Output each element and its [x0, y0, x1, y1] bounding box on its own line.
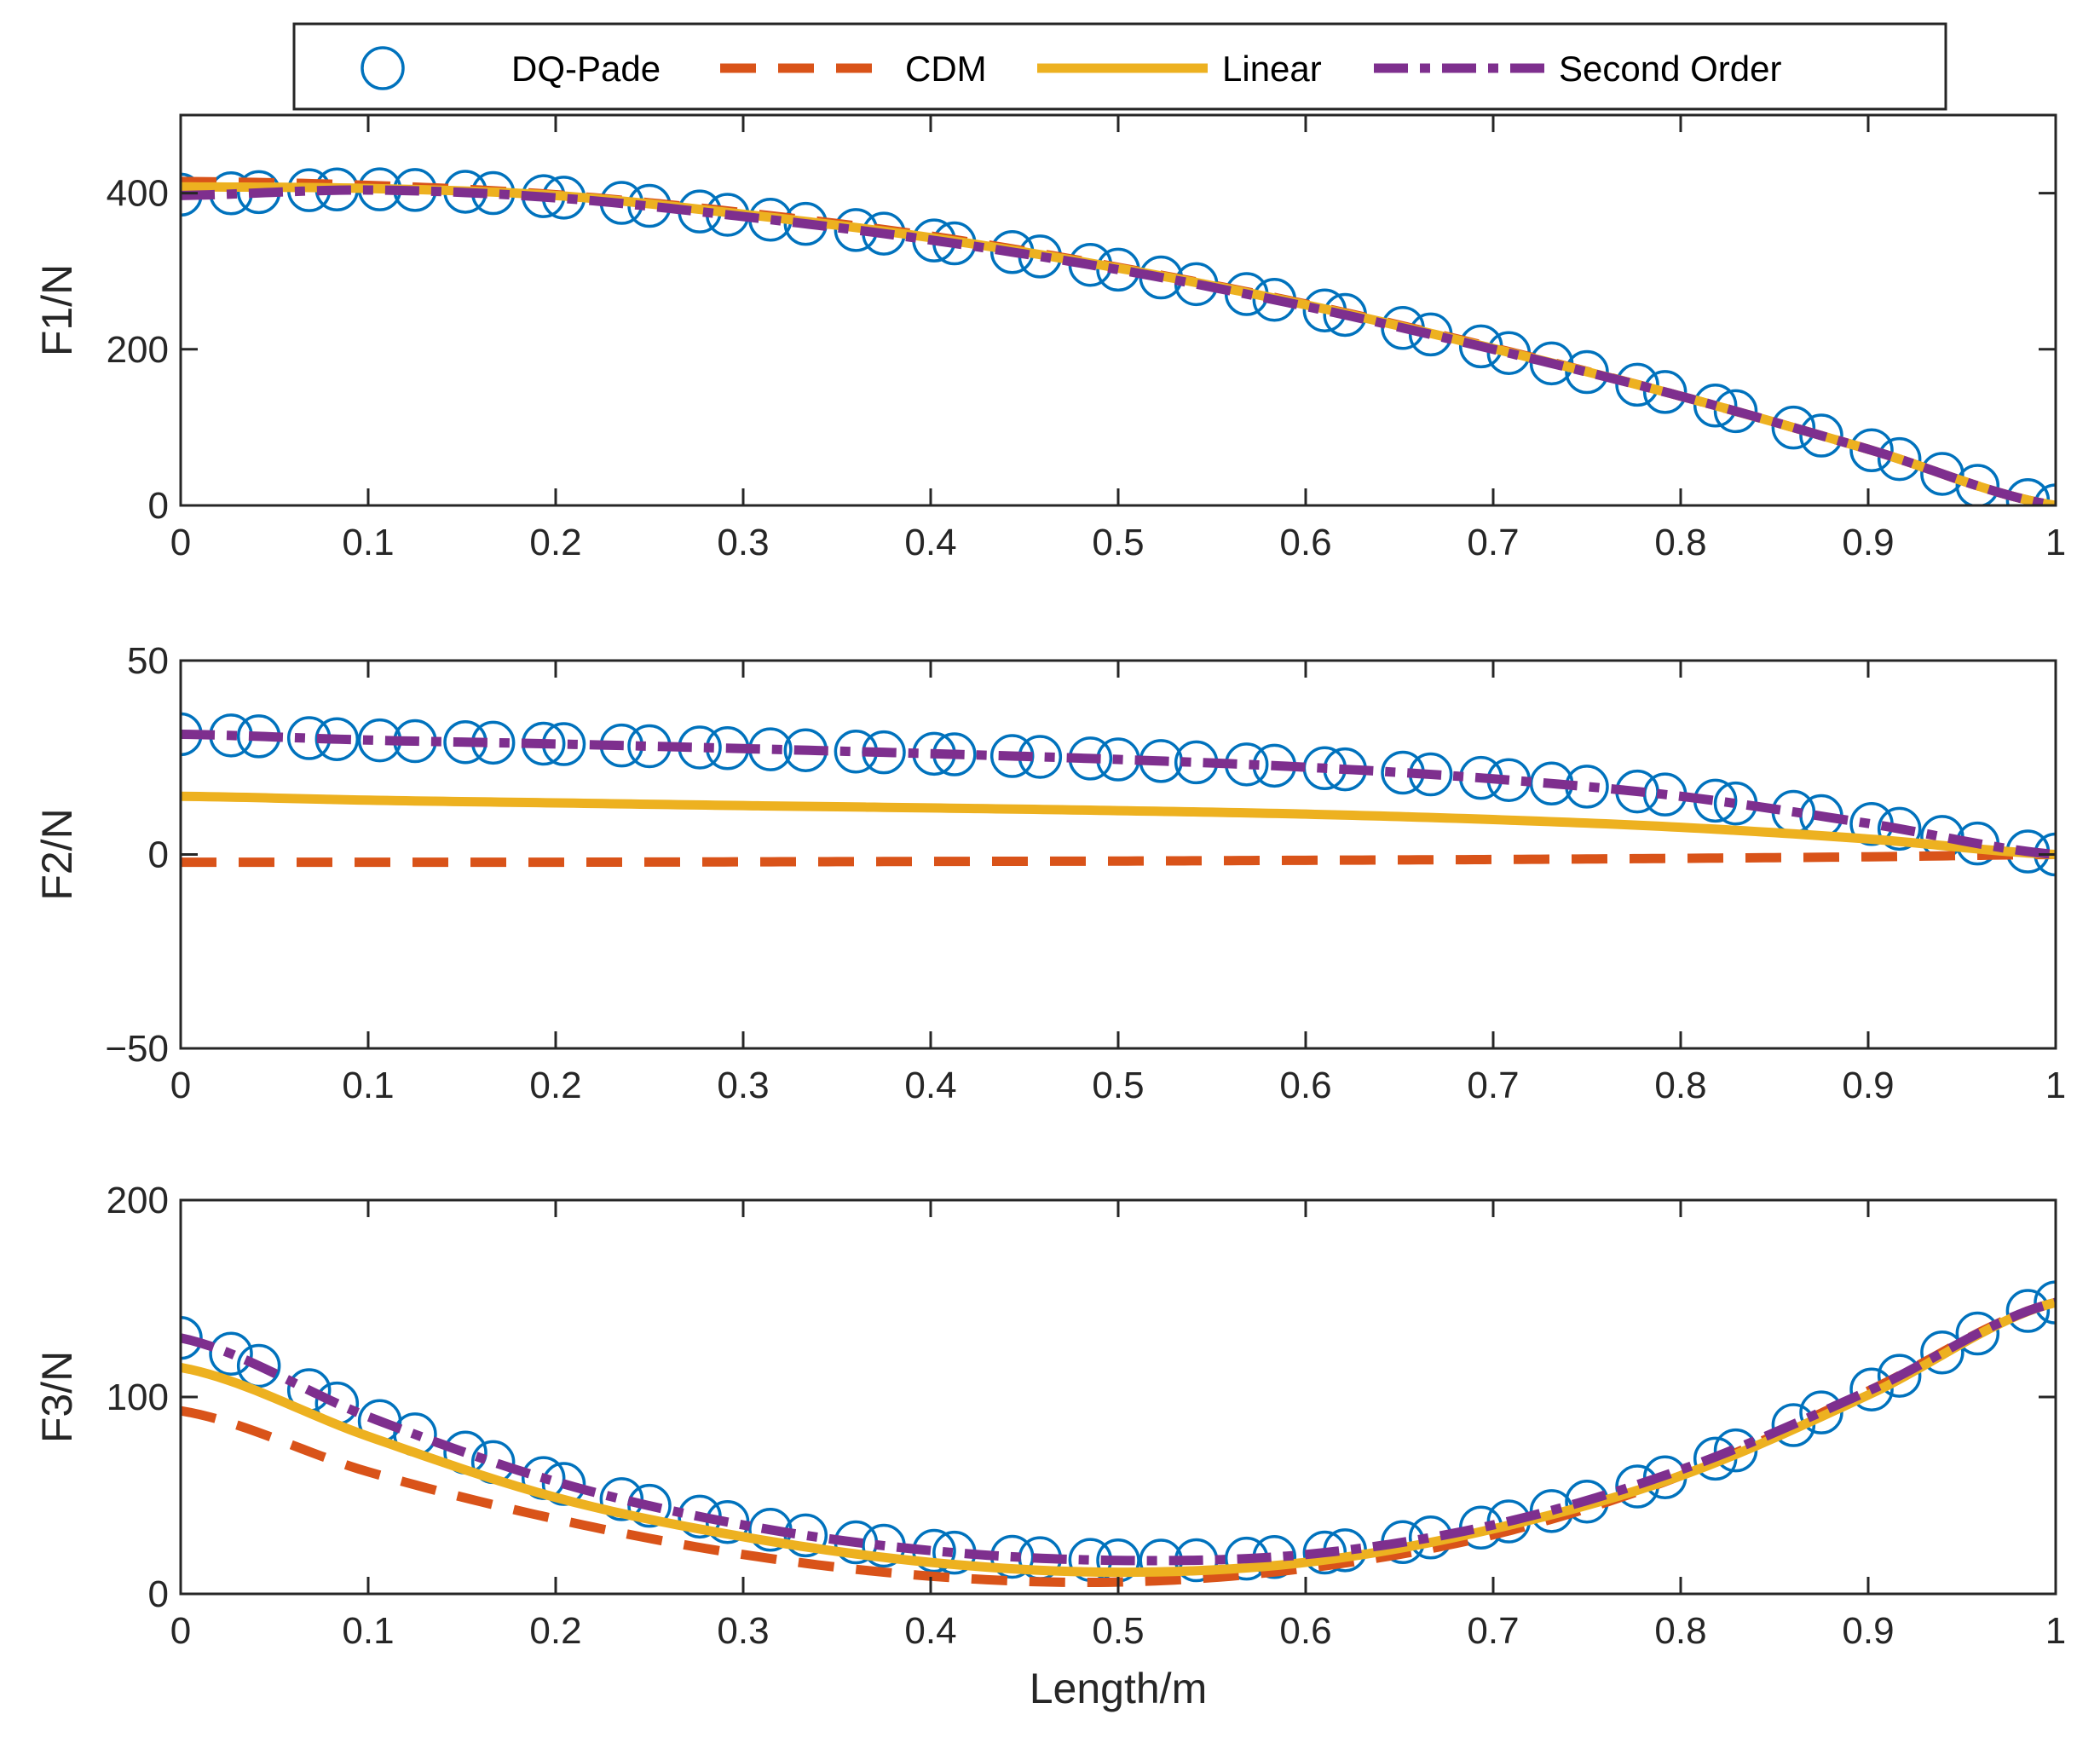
dq-pade-marker [1799, 1390, 1843, 1434]
legend-label-second-order: Second Order [1559, 49, 1781, 89]
y-tick-label: −50 [105, 1028, 169, 1070]
panel-3: 0 0.1 0.2 0.3 0.4 0.5 0.6 0.7 0.8 0.9 1 0 100 200 F3/N… [33, 1180, 2066, 1712]
y-tick-label: 50 [127, 640, 169, 682]
x-tick-label: 0.2 [529, 1610, 581, 1652]
second-order-line [181, 1297, 2056, 1566]
dq-pade-marker [989, 734, 1035, 778]
x-tick-label: 0.4 [904, 1065, 956, 1106]
x-tick-label: 0.3 [717, 1065, 769, 1106]
x-tick-label: 0.5 [1092, 1065, 1144, 1106]
plot-area [181, 1200, 2056, 1594]
x-tick-label: 0.8 [1654, 1610, 1706, 1652]
y-tick-label: 0 [148, 485, 169, 527]
x-tick-label: 0.1 [342, 522, 394, 563]
dq-pade-marker [1920, 1331, 1964, 1375]
y-tick-label: 400 [107, 173, 169, 215]
y-tick-label: 100 [107, 1377, 169, 1418]
plot-area [181, 661, 2056, 1048]
plot-area [181, 115, 2056, 505]
plot-marks [181, 167, 2056, 505]
dq-pade-marker [541, 1462, 586, 1506]
dq-pade-marker [1713, 389, 1758, 434]
x-tick-label: 1 [2045, 522, 2066, 563]
dq-pade-marker [1849, 428, 1894, 472]
dq-pade-marker [1771, 405, 1816, 450]
legend: DQ-Pade CDM Linear Second Order [292, 22, 1947, 111]
x-tick-label: 0.6 [1279, 522, 1331, 563]
x-tick-label: 0.1 [342, 1610, 394, 1652]
x-tick-label: 0.2 [529, 522, 581, 563]
dq-pade-marker [2005, 1289, 2051, 1333]
y-axis-label: F1/N [33, 264, 81, 356]
x-tick-label: 0 [170, 522, 191, 563]
x-axis-label: Length/m [1030, 1665, 1207, 1712]
x-tick-label: 0.2 [529, 1065, 581, 1106]
dq-pade-marker [1877, 436, 1922, 482]
linear-line [181, 1297, 2056, 1578]
x-tick-label: 0.3 [717, 1610, 769, 1652]
y-axis-label: F3/N [33, 1351, 81, 1443]
y-axis-label: F2/N [33, 808, 81, 900]
dq-pade-marker [236, 1343, 281, 1388]
x-tick-label: 0 [170, 1065, 191, 1106]
x-tick-label: 0.7 [1467, 522, 1519, 563]
x-tick-label: 0.9 [1842, 1610, 1894, 1652]
dq-pade-marker [599, 1477, 644, 1521]
dq-pade-marker [1565, 349, 1609, 395]
legend-swatch-dq-pade [361, 46, 405, 90]
dq-pade-marker [1642, 370, 1688, 414]
legend-label-linear: Linear [1222, 49, 1322, 89]
dq-pade-marker [2034, 1280, 2056, 1325]
dq-pade-marker [1877, 806, 1922, 851]
x-tick-label: 0.6 [1279, 1065, 1331, 1106]
y-tick-label: 200 [107, 1180, 169, 1221]
legend-label-cdm: CDM [905, 49, 987, 89]
x-tick-label: 0.1 [342, 1065, 394, 1106]
x-tick-label: 0.3 [717, 522, 769, 563]
x-tick-label: 0.9 [1842, 522, 1894, 563]
x-tick-label: 1 [2045, 1065, 2066, 1106]
x-tick-label: 0.8 [1654, 1065, 1706, 1106]
y-tick-label: 0 [148, 834, 169, 876]
linear-line [181, 791, 2056, 859]
legend-label-dq-pade: DQ-Pade [511, 49, 661, 89]
y-tick-label: 0 [148, 1573, 169, 1615]
dq-pade-marker [1849, 1367, 1894, 1411]
panel-1: 0 0.1 0.2 0.3 0.4 0.5 0.6 0.7 0.8 0.9 1 0 200 400 F1/N [33, 113, 2066, 563]
dq-pade-marker [1877, 1354, 1922, 1398]
x-tick-label: 0.5 [1092, 522, 1144, 563]
second-order-line [181, 185, 2056, 505]
dq-pade-marker [181, 1315, 203, 1360]
dq-pade-marker [1799, 413, 1843, 458]
x-tick-label: 0.9 [1842, 1065, 1894, 1106]
second-order-line [181, 729, 2056, 859]
y-tick-label: 200 [107, 329, 169, 371]
x-tick-label: 1 [2045, 1610, 2066, 1652]
dq-pade-marker [209, 1331, 253, 1377]
x-tick-label: 0 [170, 1610, 191, 1652]
x-tick-label: 0.6 [1279, 1610, 1331, 1652]
x-tick-label: 0.5 [1092, 1610, 1144, 1652]
dq-pade-marker [314, 717, 360, 761]
cdm-line [181, 850, 2056, 868]
dq-pade-marker [1955, 1311, 2000, 1356]
x-tick-label: 0.4 [904, 522, 956, 563]
dq-pade-marker [1955, 464, 2000, 505]
x-tick-label: 0.7 [1467, 1065, 1519, 1106]
x-tick-label: 0.8 [1654, 522, 1706, 563]
x-tick-label: 0.4 [904, 1610, 956, 1652]
dq-pade-marker [1693, 384, 1738, 428]
plot-marks [181, 712, 2056, 877]
x-tick-label: 0.7 [1467, 1610, 1519, 1652]
dq-pade-marker [1615, 362, 1659, 407]
